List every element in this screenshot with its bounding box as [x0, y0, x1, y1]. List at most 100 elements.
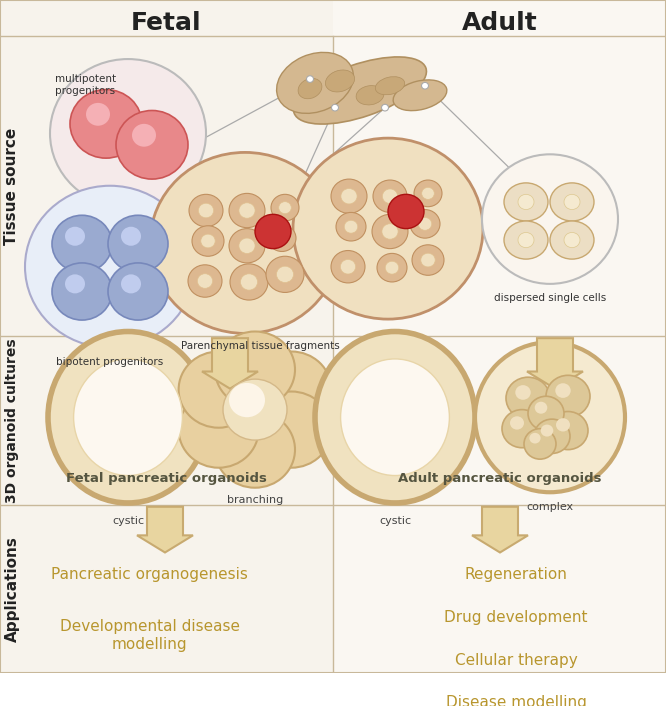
Text: Disease modelling: Disease modelling: [446, 695, 587, 706]
Circle shape: [189, 194, 223, 227]
Bar: [0, 0, 333, 673]
Circle shape: [215, 332, 295, 407]
Text: Adult pancreatic organoids: Adult pancreatic organoids: [398, 472, 601, 485]
Circle shape: [65, 275, 85, 294]
Circle shape: [70, 90, 142, 158]
Circle shape: [251, 392, 332, 467]
Circle shape: [555, 383, 571, 398]
Circle shape: [150, 152, 340, 333]
Circle shape: [382, 189, 398, 203]
Circle shape: [86, 103, 110, 126]
Circle shape: [340, 259, 356, 274]
Circle shape: [223, 379, 287, 440]
Circle shape: [178, 352, 258, 428]
Circle shape: [331, 251, 365, 283]
Circle shape: [524, 429, 556, 459]
Circle shape: [239, 238, 255, 253]
Ellipse shape: [356, 85, 384, 105]
Ellipse shape: [550, 183, 594, 221]
Ellipse shape: [504, 221, 548, 259]
Polygon shape: [137, 507, 193, 553]
Circle shape: [198, 203, 214, 218]
Circle shape: [418, 217, 432, 230]
Circle shape: [52, 215, 112, 273]
Circle shape: [255, 215, 291, 249]
Circle shape: [510, 417, 524, 430]
Circle shape: [201, 234, 215, 248]
Text: Regeneration: Regeneration: [465, 567, 567, 582]
Circle shape: [121, 227, 141, 246]
Circle shape: [306, 76, 314, 83]
Circle shape: [528, 396, 564, 431]
Circle shape: [116, 111, 188, 179]
Circle shape: [534, 419, 570, 453]
Circle shape: [276, 232, 288, 244]
Polygon shape: [472, 507, 528, 553]
Circle shape: [515, 385, 531, 400]
Circle shape: [251, 352, 332, 428]
Circle shape: [518, 194, 534, 210]
Polygon shape: [527, 338, 583, 388]
Circle shape: [421, 253, 435, 267]
Circle shape: [332, 104, 338, 111]
Bar: [333, 0, 666, 673]
Circle shape: [410, 210, 440, 238]
Ellipse shape: [326, 70, 354, 92]
Circle shape: [502, 409, 542, 448]
Text: Tissue source: Tissue source: [5, 128, 19, 245]
Polygon shape: [202, 338, 258, 388]
Ellipse shape: [504, 183, 548, 221]
Text: Developmental disease
modelling: Developmental disease modelling: [60, 619, 240, 652]
Circle shape: [344, 220, 358, 233]
Circle shape: [188, 265, 222, 297]
Text: Pancreatic organogenesis: Pancreatic organogenesis: [51, 567, 248, 582]
Circle shape: [52, 263, 112, 320]
Circle shape: [276, 266, 294, 282]
Circle shape: [229, 229, 265, 263]
Ellipse shape: [74, 359, 182, 476]
Circle shape: [268, 225, 296, 251]
Circle shape: [377, 253, 407, 282]
Circle shape: [541, 424, 553, 436]
Circle shape: [50, 59, 206, 208]
Ellipse shape: [475, 342, 625, 492]
Circle shape: [506, 377, 550, 419]
Text: complex: complex: [526, 502, 573, 512]
Circle shape: [121, 275, 141, 294]
Ellipse shape: [48, 332, 208, 503]
Text: 3D organoid cultures: 3D organoid cultures: [5, 338, 19, 503]
Circle shape: [548, 412, 588, 450]
Circle shape: [414, 180, 442, 207]
Circle shape: [192, 226, 224, 256]
Circle shape: [412, 245, 444, 275]
Text: Fetal pancreatic organoids: Fetal pancreatic organoids: [66, 472, 267, 485]
Circle shape: [178, 392, 258, 467]
Ellipse shape: [340, 359, 450, 476]
Circle shape: [215, 412, 295, 488]
Circle shape: [529, 433, 541, 443]
Text: Drug development: Drug development: [444, 610, 588, 625]
Circle shape: [382, 224, 398, 239]
Text: Fetal: Fetal: [131, 11, 202, 35]
Circle shape: [482, 155, 618, 284]
Circle shape: [385, 261, 399, 274]
Circle shape: [239, 203, 255, 218]
Circle shape: [229, 383, 265, 417]
Text: bipotent progenitors: bipotent progenitors: [57, 357, 164, 367]
Circle shape: [240, 274, 258, 290]
Text: branching: branching: [227, 496, 283, 505]
Circle shape: [564, 232, 580, 248]
Circle shape: [108, 263, 168, 320]
Ellipse shape: [376, 77, 405, 95]
Circle shape: [341, 189, 357, 204]
Circle shape: [230, 264, 268, 300]
Circle shape: [546, 376, 590, 417]
Text: Adult: Adult: [462, 11, 537, 35]
Text: cystic: cystic: [112, 516, 144, 526]
Circle shape: [336, 213, 366, 241]
Ellipse shape: [298, 78, 322, 99]
Circle shape: [422, 83, 428, 89]
Text: Applications: Applications: [5, 536, 19, 642]
Text: cystic: cystic: [379, 516, 411, 526]
Circle shape: [197, 274, 212, 288]
